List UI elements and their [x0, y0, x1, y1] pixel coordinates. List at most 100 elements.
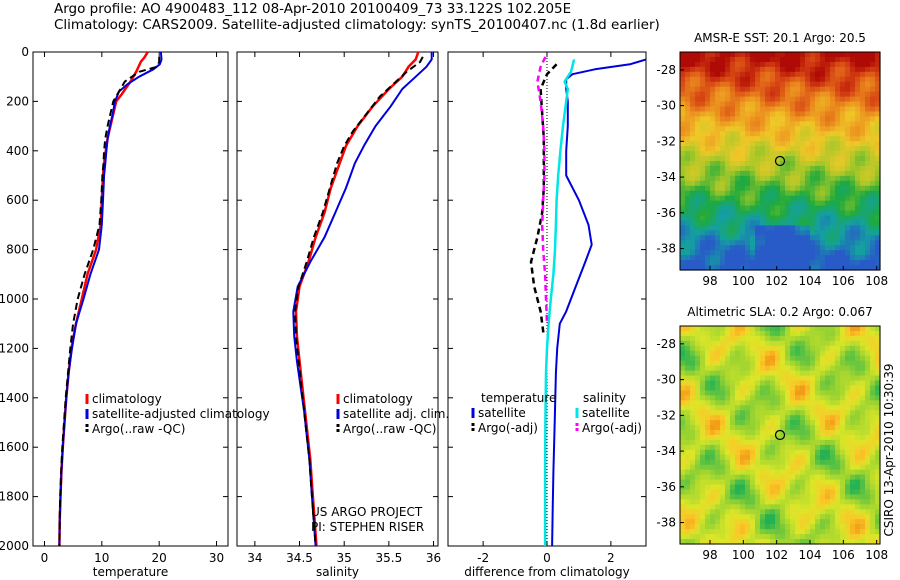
heatmap-cell	[750, 524, 756, 530]
heatmap-cell	[795, 504, 801, 510]
heatmap-cell	[760, 514, 766, 520]
heatmap-cell	[770, 86, 776, 93]
heatmap-cell	[790, 116, 796, 122]
heatmap-cell	[805, 489, 811, 496]
heatmap-cell	[685, 355, 691, 362]
heatmap-cell	[850, 66, 856, 73]
heatmap-cell	[825, 190, 831, 197]
heatmap-cell	[795, 210, 801, 217]
heatmap-cell	[860, 439, 866, 446]
heatmap-cell	[690, 52, 696, 58]
heatmap-cell	[855, 509, 861, 515]
heatmap-cell	[780, 425, 786, 431]
heatmap-cell	[775, 330, 781, 337]
heatmap-cell	[875, 326, 881, 332]
heatmap-cell	[775, 469, 781, 476]
heatmap-cell	[865, 240, 871, 246]
heatmap-cell	[735, 76, 741, 83]
heatmap-cell	[850, 96, 856, 103]
heatmap-cell	[715, 225, 721, 231]
heatmap-cell	[820, 156, 826, 162]
heatmap-cell	[735, 265, 741, 271]
heatmap-cell	[740, 435, 746, 441]
heatmap-cell	[720, 220, 726, 226]
heatmap-cell	[850, 380, 856, 387]
heatmap-cell	[830, 509, 836, 515]
heatmap-cell	[855, 141, 861, 147]
heatmap-cell	[680, 200, 686, 207]
heatmap-cell	[705, 430, 711, 436]
heatmap-cell	[795, 161, 801, 167]
heatmap-cell	[680, 240, 686, 246]
heatmap-cell	[870, 469, 876, 476]
heatmap-cell	[710, 430, 716, 436]
heatmap-cell	[700, 255, 706, 261]
heatmap-cell	[850, 395, 856, 401]
heatmap-cell	[735, 86, 741, 93]
heatmap-cell	[720, 524, 726, 530]
heatmap-cell	[805, 340, 811, 347]
heatmap-cell	[800, 390, 806, 396]
heatmap-cell	[760, 489, 766, 496]
heatmap-cell	[830, 504, 836, 510]
heatmap-cell	[780, 350, 786, 357]
heatmap-cell	[745, 435, 751, 441]
heatmap-cell	[870, 405, 876, 411]
heatmap-cell	[770, 250, 776, 256]
heatmap-cell	[745, 81, 751, 88]
heatmap-cell	[725, 240, 731, 246]
heatmap-cell	[770, 151, 776, 157]
heatmap-cell	[690, 126, 696, 132]
heatmap-cell	[875, 489, 881, 496]
heatmap-cell	[775, 499, 781, 505]
heatmap-cell	[825, 210, 831, 217]
heatmap-cell	[860, 489, 866, 496]
heatmap-cell	[710, 524, 716, 530]
heatmap-cell	[870, 141, 876, 147]
heatmap-cell	[780, 420, 786, 426]
heatmap-cell	[705, 151, 711, 157]
heatmap-cell	[825, 519, 831, 525]
heatmap-cell	[815, 230, 821, 236]
heatmap-cell	[715, 345, 721, 352]
heatmap-cell	[765, 410, 771, 416]
heatmap-cell	[720, 86, 726, 93]
heatmap-cell	[850, 230, 856, 236]
heatmap-cell	[695, 52, 701, 58]
heatmap-cell	[850, 71, 856, 78]
heatmap-cell	[775, 106, 781, 113]
heatmap-cell	[875, 400, 881, 406]
heatmap-cell	[875, 454, 881, 461]
heatmap-cell	[725, 390, 731, 396]
heatmap-cell	[685, 116, 691, 122]
heatmap-cell	[725, 106, 731, 113]
heatmap-cell	[835, 126, 841, 132]
heatmap-cell	[875, 136, 881, 142]
heatmap-cell	[745, 514, 751, 520]
heatmap-cell	[785, 86, 791, 93]
heatmap-cell	[835, 71, 841, 78]
heatmap-cell	[755, 190, 761, 197]
heatmap-cell	[810, 474, 816, 481]
heatmap-cell	[700, 370, 706, 377]
heatmap-cell	[725, 484, 731, 491]
heatmap-cell	[765, 509, 771, 515]
heatmap-cell	[765, 499, 771, 505]
heatmap-cell	[770, 126, 776, 132]
heatmap-cell	[855, 360, 861, 367]
heatmap-cell	[750, 225, 756, 231]
heatmap-cell	[770, 101, 776, 108]
heatmap-cell	[820, 390, 826, 396]
heatmap-cell	[820, 395, 826, 401]
heatmap-cell	[850, 330, 856, 337]
heatmap-cell	[820, 474, 826, 481]
heatmap-cell	[810, 141, 816, 147]
heatmap-cell	[720, 116, 726, 122]
heatmap-cell	[705, 454, 711, 461]
heatmap-cell	[775, 410, 781, 416]
heatmap-cell	[790, 405, 796, 411]
heatmap-cell	[800, 444, 806, 451]
heatmap-cell	[705, 365, 711, 372]
heatmap-cell	[825, 245, 831, 251]
heatmap-cell	[845, 230, 851, 236]
